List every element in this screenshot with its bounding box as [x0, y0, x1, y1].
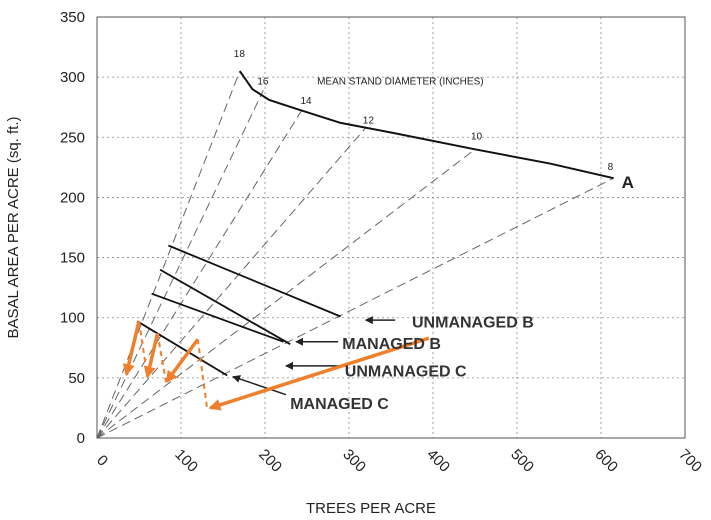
diameter-label-10: 10: [471, 131, 483, 142]
diameter-line-16: [96, 90, 264, 439]
max-density-curve: [238, 70, 614, 180]
x-tick-label: 600: [591, 446, 621, 476]
max-density-line: [238, 70, 614, 180]
x-tick-label: 300: [339, 446, 369, 476]
managed-c-label: MANAGED C: [290, 396, 389, 413]
plot-frame: [96, 16, 686, 439]
managed-b-line: [159, 268, 291, 345]
x-tick-label: 400: [423, 446, 453, 476]
y-tick-label: 350: [60, 9, 85, 26]
y-axis-ticks: 0 50 100 150 200 250 300 350: [60, 9, 85, 447]
unmanaged-c-line: [151, 292, 284, 343]
managed-c-line: [136, 320, 228, 377]
x-tick-label: 100: [171, 446, 201, 476]
diameter-line-8: [96, 177, 614, 439]
y-tick-label: 250: [60, 129, 85, 146]
y-tick-label: 150: [60, 250, 85, 267]
thinning-arrow: [208, 336, 430, 411]
diameter-line-12: [96, 127, 367, 439]
y-tick-label: 300: [60, 69, 85, 86]
thinning-path: [122, 320, 430, 411]
diameter-label-8: 8: [608, 162, 614, 173]
max-density-label: A: [622, 173, 634, 192]
diameter-label-16: 16: [257, 76, 269, 87]
diameter-label-18: 18: [234, 49, 246, 60]
y-axis-title: BASAL AREA PER ACRE (sq. ft.): [5, 116, 22, 338]
x-axis-title: TREES PER ACRE: [306, 500, 436, 517]
thinning-arrow: [143, 332, 160, 379]
x-tick-label: 0: [93, 452, 111, 470]
thinning-arrow: [165, 338, 200, 384]
y-tick-label: 50: [68, 370, 85, 387]
x-axis-ticks: 0 100 200 300 400 500 600 700: [93, 446, 705, 476]
diameter-line-10: [96, 148, 476, 439]
x-tick-label: 700: [675, 446, 705, 476]
diameter-curve-title: MEAN STAND DIAMETER (INCHES): [317, 76, 484, 87]
y-tick-label: 200: [60, 189, 85, 206]
unmanaged-c-label: UNMANAGED C: [345, 364, 467, 381]
unmanaged-b-line: [168, 244, 341, 318]
grid: [97, 17, 685, 438]
y-tick-label: 0: [77, 430, 85, 447]
thinning-dashed-drop: [196, 339, 209, 409]
diameter-line-18: [96, 70, 241, 439]
diameter-lines: [96, 70, 614, 439]
management-lines: [136, 244, 396, 396]
managed-b-label: MANAGED B: [342, 336, 441, 353]
management-labels: UNMANAGED B MANAGED B UNMANAGED C MANAGED C: [290, 314, 534, 413]
x-tick-label: 500: [507, 446, 537, 476]
thinning-dashed-drop: [138, 321, 149, 377]
unmanaged-b-label: UNMANAGED B: [412, 314, 534, 331]
thinning-dashed-drop: [156, 333, 167, 382]
diameter-label-14: 14: [300, 96, 312, 107]
diameter-labels: 18 16 14 12 10 8: [234, 49, 614, 173]
diameter-label-12: 12: [363, 116, 375, 127]
y-tick-label: 100: [60, 310, 85, 327]
x-tick-label: 200: [255, 446, 285, 476]
thinning-arrow: [122, 320, 141, 377]
diameter-line-14: [96, 105, 305, 439]
managed-c-pointer: [232, 375, 287, 396]
